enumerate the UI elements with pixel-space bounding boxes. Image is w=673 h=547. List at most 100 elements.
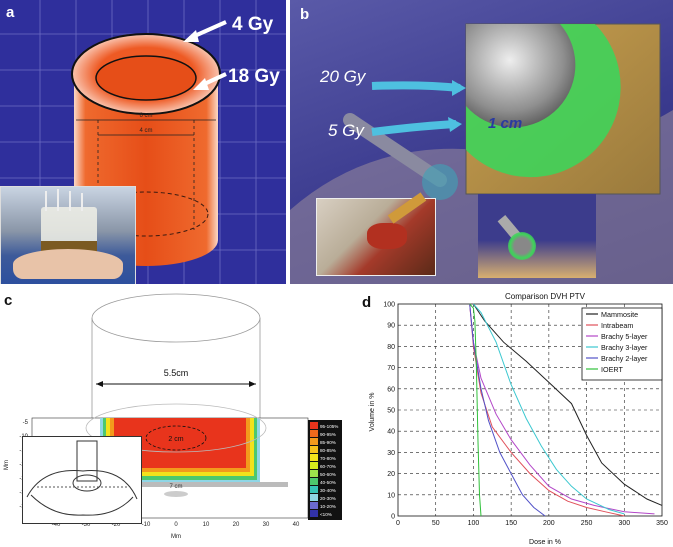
panel-a-figure: 6 cm 4 cm 4 Gy 18 Gy [0,0,286,284]
isodose-legend-label: 80-85% [320,448,336,453]
x-tick-label: 150 [505,520,517,527]
y-tick-label: 20 [387,471,395,478]
chart-ylabel: Volume in % [369,393,376,432]
isodose-legend-label: 10-20% [320,504,336,509]
svg-text:20: 20 [233,522,240,528]
dim-inner-label: 4 cm [139,128,152,134]
svg-text:-40: -40 [52,522,61,528]
x-tick-label: 0 [396,520,400,527]
dim-bottom-bar [110,482,288,487]
legend-label: IOERT [601,365,623,374]
panel-d-label: d [362,294,372,311]
panel-a-label: a [6,4,15,21]
surgery-photo [316,192,436,276]
panel-b: 20 Gy 5 Gy 1 cm b [290,0,673,284]
applicator-render [478,194,596,278]
dim-bottom-label: 7 cm [169,484,182,490]
panel-c-xlabel: Mm [171,534,181,540]
isodose-swatch [310,422,318,429]
y-tick-label: 30 [387,450,395,457]
isodose-swatch [310,494,318,501]
legend-label: Intrabeam [601,321,633,330]
svg-text:-5: -5 [23,420,29,426]
panel-c-ylabel: Mm [4,460,10,470]
x-tick-label: 350 [656,520,668,527]
x-tick-label: 100 [468,520,480,527]
x-tick-label: 250 [581,520,593,527]
panel-c: 5.5cm 2 cm 7 cm -5 -10 -15 -20 -25 -30 -… [0,288,345,547]
dim-outer-label: 6 cm [139,113,152,119]
dose-label-20gy: 20 Gy [319,67,367,86]
y-tick-label: 60 [387,386,395,393]
x-tick-label: 300 [618,520,630,527]
dose-arrows [183,20,227,90]
dose-label-5gy: 5 Gy [328,121,365,140]
panel-a: 6 cm 4 cm 4 Gy 18 Gy a [0,0,286,284]
isodose-legend: 95-105% 90-95% 85-90% 80-85% 70-80% 60-70% 50-… [308,420,342,520]
isodose-swatch [310,430,318,437]
applicator-rod [343,113,447,187]
y-tick-label: 50 [387,408,395,415]
isodose-legend-label: 40-50% [320,480,336,485]
isodose-legend-label: 20-30% [320,496,336,501]
legend-label: Mammosite [601,310,638,319]
legend-label: Brachy 2-layer [601,354,648,363]
y-tick-label: 80 [387,344,395,351]
x-tick-label: 50 [432,520,440,527]
isodose-swatch [310,510,318,517]
panel-b-arrows [371,80,466,136]
chart-title: Comparison DVH PTV [505,292,586,301]
y-tick-label: 90 [387,323,395,330]
y-tick-label: 70 [387,365,395,372]
zoom-sphere [466,24,576,128]
svg-text:0: 0 [174,522,178,528]
chart-xlabel: Dose in % [529,539,561,546]
panel-c-x-ticks: -40 -30 -20 -10 0 10 20 30 40 [52,522,300,528]
svg-text:10: 10 [203,522,210,528]
applicator-photo [0,186,136,284]
isodose-legend-label: 30-40% [320,488,336,493]
svg-text:30: 30 [263,522,270,528]
depth-label: 1 cm [488,115,522,132]
isodose-legend-label: 90-95% [320,432,336,437]
series-line-ioert [469,303,482,517]
isodose-swatch [310,470,318,477]
isodose-swatch [310,438,318,445]
series-line-intrabeam [469,303,625,517]
svg-text:-20: -20 [112,522,121,528]
applicator-sphere [422,164,458,200]
isodose-swatch [310,478,318,485]
isodose-legend-label: <10% [320,512,332,517]
isodose-legend-label: 95-105% [320,424,338,429]
cylinder-bottom-dashed [83,191,209,237]
panel-b-label: b [300,6,310,23]
series-line-mammosite [472,303,663,506]
isodose-swatch [310,462,318,469]
y-tick-label: 40 [387,429,395,436]
dim-mid-ellipse [145,425,207,451]
legend-label: Brachy 5-layer [601,332,648,341]
dose-label-18gy: 18 Gy [228,66,280,87]
isodose-swatch [310,486,318,493]
cylinder-top [91,293,261,343]
x-tick-label: 200 [543,520,555,527]
legend-box [581,307,663,381]
dim-top-label: 5.5cm [164,368,189,378]
dvh-chart: Comparison DVH PTV Dose in % Volume in %… [369,292,668,546]
panel-c-label: c [4,292,13,309]
y-tick-label: 10 [387,492,395,499]
svg-text:-30: -30 [82,522,91,528]
isodose-swatch [310,502,318,509]
y-tick-label: 0 [391,514,395,521]
y-tick-label: 100 [383,302,395,309]
isodose-legend-label: 70-80% [320,456,336,461]
dim-mid-label: 2 cm [168,436,183,443]
isodose-legend-label: 50-60% [320,472,336,477]
isodose-legend-label: 60-70% [320,464,336,469]
svg-text:-10: -10 [142,522,151,528]
isodose-swatch [310,446,318,453]
series-line-brachy-3-layer [473,303,625,515]
panel-d: Comparison DVH PTV Dose in % Volume in %… [360,288,673,547]
isodose-swatch [310,454,318,461]
legend-label: Brachy 3-layer [601,343,648,352]
